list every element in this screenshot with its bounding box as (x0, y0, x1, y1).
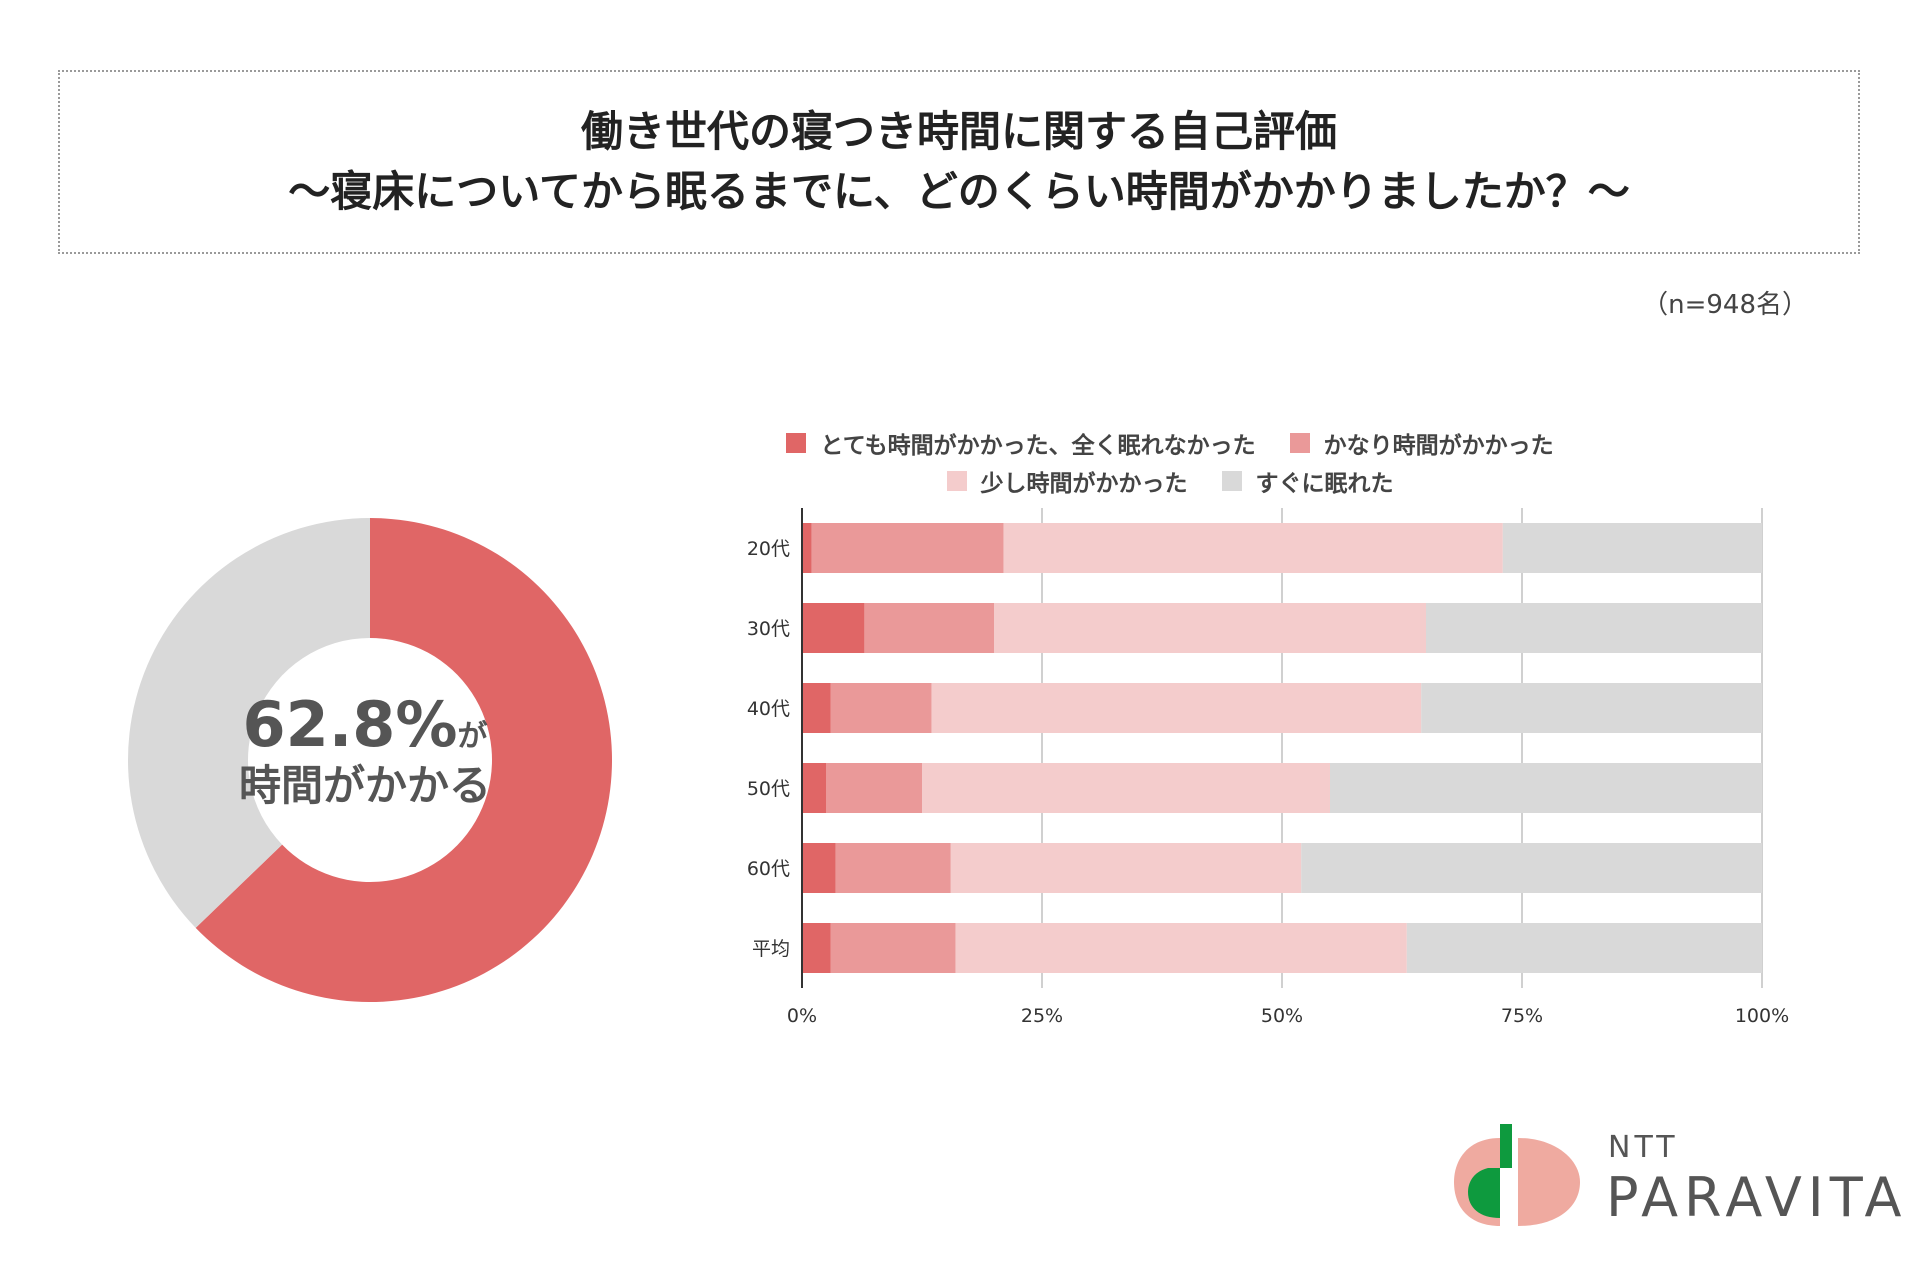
y-category-label: 20代 (747, 538, 790, 560)
title-line-1: 働き世代の寝つき時間に関する自己評価 (580, 107, 1337, 156)
y-category-label: 30代 (747, 618, 790, 640)
bar-segment (1003, 523, 1503, 573)
bar-segment (802, 923, 831, 973)
donut-chart (128, 518, 612, 1002)
bar-segment (922, 763, 1330, 813)
donut-caption: 時間がかかる (238, 761, 491, 810)
paravita-logo-icon (1454, 1124, 1580, 1226)
legend-item: とても時間がかかった、全く眠れなかった (786, 426, 1256, 460)
legend-label: すぐに眠れた (1255, 471, 1394, 497)
chart-legend: とても時間がかかった、全く眠れなかった かなり時間がかかった 少し時間がかかった… (740, 424, 1600, 500)
logo-ntt: NTT (1608, 1130, 1679, 1165)
legend-row-2: 少し時間がかかった すぐに眠れた (740, 462, 1600, 500)
bar-segment (802, 603, 865, 653)
legend-item: 少し時間がかかった (946, 464, 1188, 498)
legend-swatch (1289, 433, 1310, 453)
legend-row-1: とても時間がかかった、全く眠れなかった かなり時間がかかった (740, 424, 1600, 462)
x-tick-label: 25% (1021, 1005, 1063, 1027)
bar-segment (950, 843, 1302, 893)
bar-segment (802, 683, 831, 733)
sample-size: （n=948名） (1642, 290, 1808, 320)
donut-slice-fall-asleep-quickly (128, 518, 370, 928)
bar-segment (826, 763, 922, 813)
bar-segment (955, 923, 1407, 973)
legend-label: 少し時間がかかった (980, 471, 1188, 497)
bar-segment (1421, 683, 1762, 733)
bar-segment (802, 843, 836, 893)
y-category-label: 平均 (752, 938, 790, 960)
title-box: 働き世代の寝つき時間に関する自己評価 〜寝床についてから眠るまでに、どのくらい時… (58, 70, 1860, 254)
bar-segment (830, 683, 932, 733)
legend-item: すぐに眠れた (1221, 464, 1394, 498)
bar-segment (994, 603, 1426, 653)
bar-segment (802, 523, 812, 573)
legend-swatch (1221, 471, 1242, 491)
bar-segment (1330, 763, 1762, 813)
y-category-label: 40代 (747, 698, 790, 720)
x-tick-label: 100% (1735, 1005, 1789, 1027)
x-tick-label: 0% (787, 1005, 817, 1027)
bar-segment (931, 683, 1422, 733)
x-tick-label: 50% (1261, 1005, 1303, 1027)
bar-segment (1301, 843, 1762, 893)
y-category-label: 60代 (747, 858, 790, 880)
bar-segment (1406, 923, 1762, 973)
legend-label: かなり時間がかかった (1323, 433, 1554, 459)
x-tick-label: 75% (1501, 1005, 1543, 1027)
legend-item: かなり時間がかかった (1289, 426, 1554, 460)
donut-slice-takes-time (195, 518, 612, 1002)
bar-segment (864, 603, 994, 653)
y-category-label: 50代 (747, 778, 790, 800)
title-line-2: 〜寝床についてから眠るまでに、どのくらい時間がかかりましたか？〜 (288, 167, 1630, 216)
donut-center-label: 62.8%が 時間がかかる (220, 690, 510, 812)
legend-swatch (786, 433, 807, 453)
bar-segment (1426, 603, 1762, 653)
bar-segment (830, 923, 956, 973)
bar-segment (802, 763, 826, 813)
legend-swatch (946, 471, 967, 491)
bar-segment (1502, 523, 1762, 573)
donut-suffix: が (457, 719, 488, 754)
bar-segment (835, 843, 951, 893)
legend-label: とても時間がかかった、全く眠れなかった (820, 433, 1256, 459)
donut-value: 62.8% (242, 688, 458, 761)
logo-name: PARAVITA (1606, 1166, 1908, 1229)
bar-segment (811, 523, 1004, 573)
